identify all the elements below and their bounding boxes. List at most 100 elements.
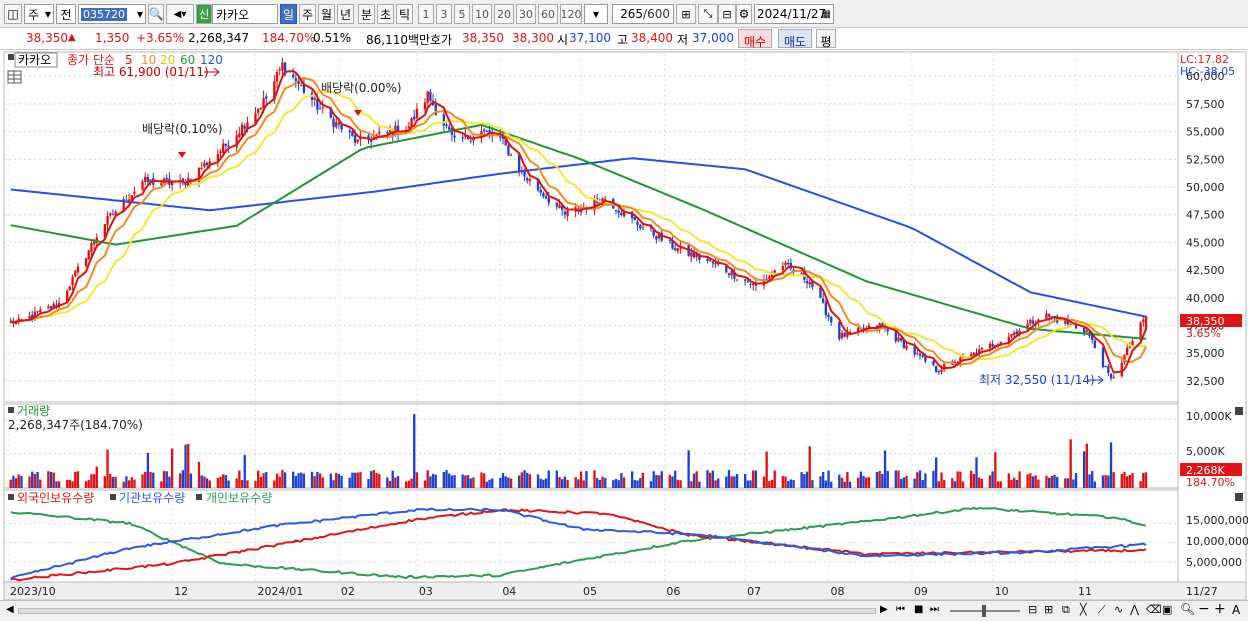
sell-button[interactable]: 매도 xyxy=(778,29,812,49)
interval-1[interactable]: 1 xyxy=(418,4,434,24)
candle-body xyxy=(1091,335,1094,341)
volume-bar xyxy=(141,474,144,488)
buy-button[interactable]: 매수 xyxy=(738,29,772,49)
volume-bar xyxy=(224,475,228,488)
volume-bar xyxy=(28,476,31,488)
candle-body xyxy=(351,131,354,136)
period-button[interactable]: 전 xyxy=(56,4,76,24)
panel-menu-icon[interactable] xyxy=(8,407,14,413)
tab-day[interactable]: 일 xyxy=(280,4,297,24)
price-tick-label: 60,000 xyxy=(1186,70,1225,83)
interval-60[interactable]: 60 xyxy=(538,4,558,24)
x-tick-label: 09 xyxy=(914,585,928,598)
scroll-left-icon[interactable]: ◀ xyxy=(6,604,14,615)
price-panel[interactable] xyxy=(3,51,1179,403)
panel-menu-icon[interactable] xyxy=(8,54,14,60)
holdings-panel[interactable] xyxy=(3,489,1179,583)
chevron-down-icon: ▼ xyxy=(136,9,143,19)
volume-bar xyxy=(87,480,90,488)
layout-icon[interactable]: ◫ xyxy=(4,4,22,24)
interval-30[interactable]: 30 xyxy=(516,4,536,24)
window-split-icon[interactable]: ⊞ xyxy=(1044,603,1054,616)
volume-bar xyxy=(375,473,378,488)
volume-ratio: 184.70% xyxy=(262,31,316,45)
interval-custom-select[interactable]: ▼ xyxy=(584,4,608,24)
tab-year[interactable]: 년 xyxy=(337,4,354,24)
compare-icon[interactable]: ⊟ xyxy=(718,4,736,24)
candle-body xyxy=(905,345,908,350)
overlay-icon[interactable]: ⧉ xyxy=(1062,603,1070,616)
panel-menu-icon[interactable] xyxy=(8,494,14,500)
crosshair-icon[interactable]: ╳ xyxy=(1080,603,1087,616)
interval-120[interactable]: 120 xyxy=(560,4,582,24)
volume-bar xyxy=(999,481,1002,488)
candle-body xyxy=(1112,377,1115,379)
count-input[interactable]: 265/600 xyxy=(612,4,674,24)
minimize-panel-icon[interactable] xyxy=(1235,493,1243,501)
forward-icon[interactable]: ⏭ xyxy=(930,604,939,615)
low-label: 저 xyxy=(677,33,689,47)
market-select-value: 주 xyxy=(28,7,40,22)
window-tile-icon[interactable]: ⊟ xyxy=(1028,603,1038,616)
interval-20[interactable]: 20 xyxy=(494,4,514,24)
eval-button[interactable]: 평 xyxy=(816,29,836,49)
volume-bar xyxy=(265,472,268,488)
scrollbar-track[interactable] xyxy=(18,608,876,614)
zoom-slider-handle[interactable] xyxy=(982,605,986,617)
pattern-icon[interactable]: ⋀ xyxy=(1130,603,1140,616)
candle-body xyxy=(240,124,244,136)
candle-body xyxy=(808,281,811,285)
volume-bar xyxy=(902,477,906,488)
current-price-tag-box xyxy=(1180,314,1242,327)
candle-body xyxy=(507,145,510,156)
tab-month[interactable]: 월 xyxy=(318,4,335,24)
zoom-icon[interactable]: 🔍︎ xyxy=(1180,602,1196,616)
grid-tool-icon[interactable]: ⊞ xyxy=(676,4,696,24)
market-select[interactable]: 주 ▼ xyxy=(24,4,54,24)
tab-second[interactable]: 초 xyxy=(377,4,394,24)
price-tick-label: 42,500 xyxy=(1186,264,1225,277)
interval-3[interactable]: 3 xyxy=(436,4,452,24)
volume-bar xyxy=(483,473,486,488)
candle-body xyxy=(735,279,739,281)
volume-bar xyxy=(649,481,653,488)
search-icon[interactable]: 🔍 xyxy=(148,4,164,24)
tab-tick[interactable]: 틱 xyxy=(396,4,413,24)
auto-scale-icon[interactable]: A xyxy=(1232,603,1241,617)
stop-icon[interactable]: ■ xyxy=(914,604,924,615)
volume-bar xyxy=(405,481,408,488)
interval-10[interactable]: 10 xyxy=(472,4,492,24)
volume-bar xyxy=(1120,473,1123,488)
minimize-panel-icon[interactable] xyxy=(1235,407,1243,415)
volume-bar xyxy=(547,470,550,488)
trade-amount: 86,110백만 xyxy=(366,33,431,47)
holdings-tick-10m: 10,000,000 xyxy=(1186,535,1248,548)
candle-body xyxy=(442,114,445,126)
tab-minute[interactable]: 분 xyxy=(358,4,375,24)
price-tick-label: 32,500 xyxy=(1186,375,1225,388)
save-icon[interactable]: ▣ xyxy=(1162,603,1173,616)
rewind-icon[interactable]: ⏮ xyxy=(896,604,905,615)
speaker-icon[interactable]: ◀▾ xyxy=(166,4,194,24)
scroll-right-icon[interactable]: ▶ xyxy=(880,604,888,615)
zoom-in-icon[interactable]: + xyxy=(1214,601,1226,617)
volume-bar xyxy=(620,472,623,488)
chart-area[interactable]: 60,000 57,500 55,000 52,500 50,000 47,500 45,0… xyxy=(0,50,1248,600)
draw-tool-icon[interactable]: ⤡ xyxy=(698,4,718,24)
gear-icon[interactable]: ⚙ xyxy=(736,4,752,24)
interval-5[interactable]: 5 xyxy=(454,4,470,24)
trend-line-icon[interactable]: ⟋ xyxy=(1098,603,1106,616)
code-input[interactable]: 035720 ▼ xyxy=(78,4,146,24)
zoom-out-icon[interactable]: − xyxy=(1198,601,1210,617)
wave-icon[interactable]: ∿ xyxy=(1114,603,1124,616)
eraser-icon[interactable]: ⌫ xyxy=(1146,603,1162,616)
volume-bar xyxy=(808,446,811,488)
tab-week[interactable]: 주 xyxy=(299,4,316,24)
stock-name[interactable]: 카카오 xyxy=(212,4,278,24)
candle-body xyxy=(504,137,507,146)
candle-body xyxy=(897,337,900,341)
candle-body xyxy=(254,113,257,125)
volume-bar xyxy=(800,472,803,488)
candle-body xyxy=(523,171,526,177)
date-input[interactable]: 2024/11/27 ▦ xyxy=(754,4,834,24)
